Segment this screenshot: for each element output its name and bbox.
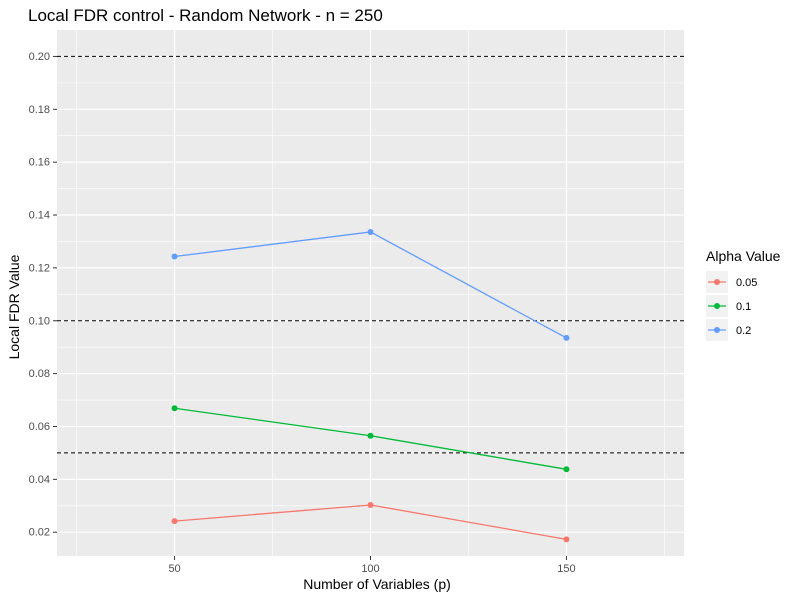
- data-point-0.2: [563, 334, 570, 341]
- x-tick-label: 100: [361, 563, 379, 575]
- y-axis: 0.02 0.04 0.06 0.08 0.10 0.12 0.14 0.16 0.18 0.20: [29, 51, 57, 539]
- x-axis-label: Number of Variables (p): [303, 576, 451, 592]
- x-tick-label: 150: [557, 563, 575, 575]
- legend-label: 0.2: [736, 325, 751, 337]
- data-point-0.1: [171, 405, 178, 412]
- y-axis-label: Local FDR Value: [6, 254, 22, 359]
- x-tick-label: 50: [168, 563, 180, 575]
- legend-label: 0.1: [736, 301, 751, 313]
- data-point-0.05: [171, 518, 178, 525]
- legend-key-point: [714, 327, 720, 333]
- y-tick-label: 0.10: [29, 315, 50, 327]
- y-tick-label: 0.04: [29, 474, 50, 486]
- data-point-0.2: [367, 228, 374, 235]
- data-point-0.05: [563, 536, 570, 543]
- y-tick-label: 0.12: [29, 262, 50, 274]
- series-layer: [171, 228, 570, 543]
- data-point-0.1: [563, 466, 570, 473]
- y-tick-label: 0.18: [29, 104, 50, 116]
- x-axis: 50 100 150: [168, 556, 576, 575]
- chart-title: Local FDR control - Random Network - n =…: [28, 6, 383, 25]
- data-point-0.1: [367, 432, 374, 439]
- y-tick-label: 0.06: [29, 421, 50, 433]
- data-point-0.05: [367, 501, 374, 508]
- legend-key-point: [714, 303, 720, 309]
- legend: Alpha Value 0.05 0.1 0.2: [706, 248, 781, 341]
- legend-label: 0.05: [736, 277, 757, 289]
- y-tick-label: 0.20: [29, 51, 50, 63]
- y-tick-label: 0.08: [29, 368, 50, 380]
- y-tick-label: 0.14: [29, 210, 50, 222]
- y-tick-label: 0.16: [29, 157, 50, 169]
- legend-key-point: [714, 279, 720, 285]
- y-tick-label: 0.02: [29, 527, 50, 539]
- data-point-0.2: [171, 253, 178, 260]
- legend-title: Alpha Value: [706, 248, 781, 264]
